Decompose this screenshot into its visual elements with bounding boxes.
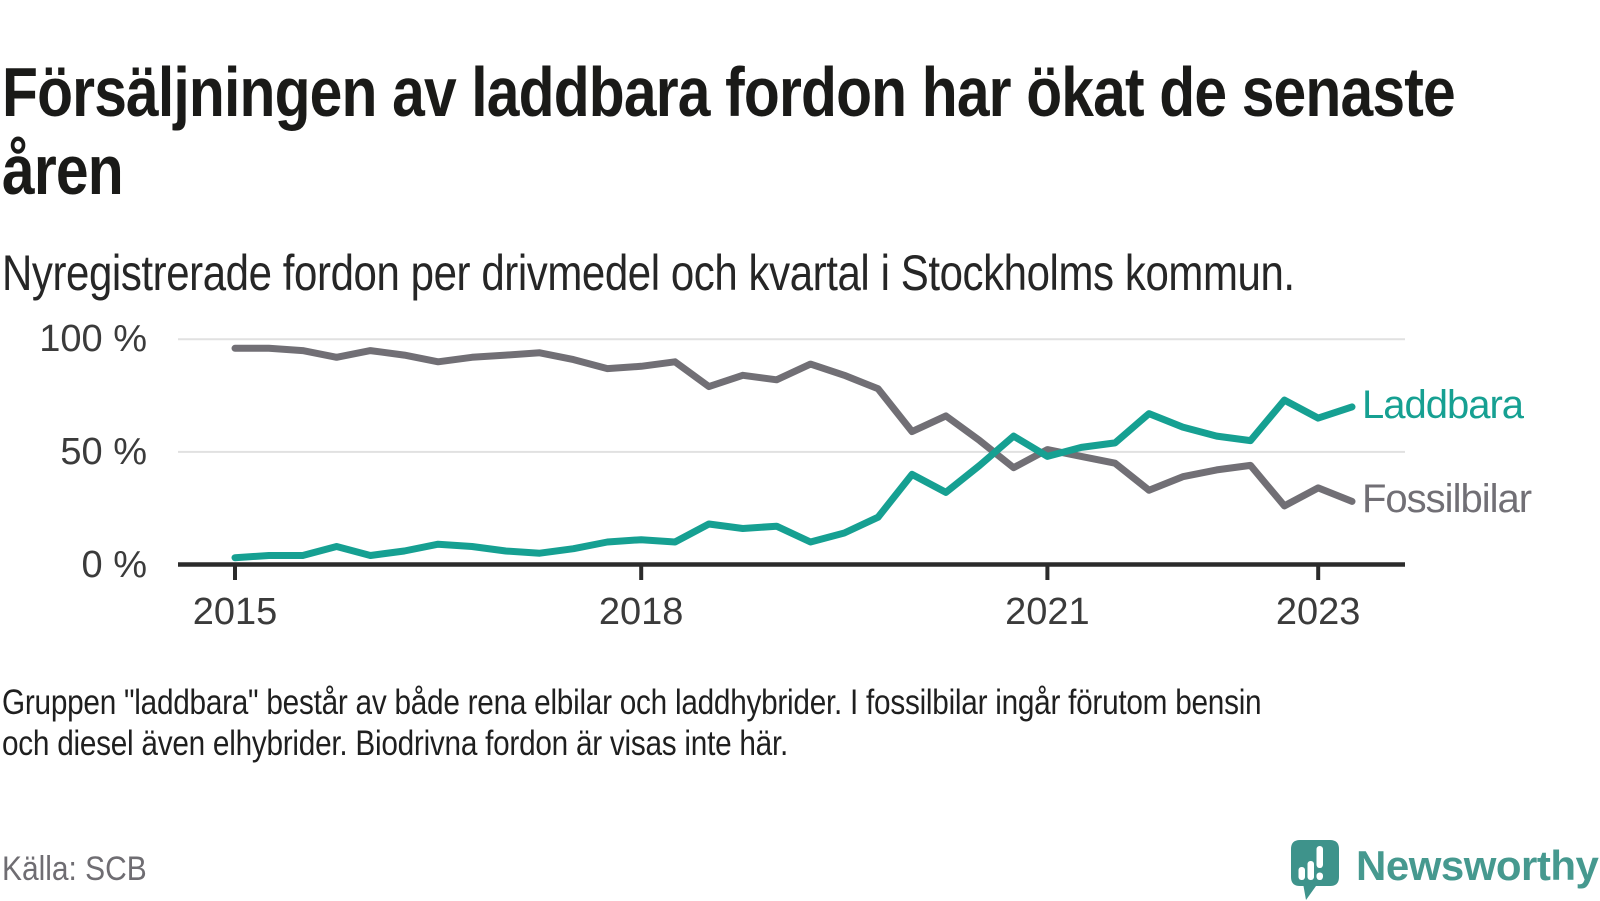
fossilbilar-line: [231, 344, 1356, 510]
laddbara-line: [231, 396, 1356, 562]
logo-bar-small: [1298, 867, 1305, 880]
logo-exclamation-dot: [1316, 872, 1323, 880]
legend-label-fossilbilar: Fossilbilar: [1362, 477, 1532, 522]
x-tick-label-2015: 2015: [192, 591, 278, 633]
x-axis-tick-marks: [233, 566, 1321, 580]
footnote-line-1: Gruppen "laddbara" består av både rena e…: [2, 683, 1262, 722]
x-tick-label-2018: 2018: [598, 591, 684, 633]
chart-footnote: Gruppen "laddbara" består av både rena e…: [2, 682, 1262, 764]
logo-bar-medium: [1307, 861, 1314, 880]
y-tick-label-0: 0 %: [81, 543, 147, 586]
speech-bubble-shape: [1291, 840, 1339, 900]
logo-exclamation-bar: [1316, 846, 1323, 868]
y-tick-label-50: 50 %: [60, 430, 147, 473]
newsworthy-logo-icon: [1291, 840, 1339, 900]
legend-label-laddbara: Laddbara: [1362, 382, 1524, 427]
source-label: Källa: SCB: [2, 850, 147, 888]
page-title: Försäljningen av laddbara fordon har öka…: [2, 52, 1456, 209]
chart-subtitle: Nyregistrerade fordon per drivmedel och …: [2, 245, 1295, 301]
y-tick-label-100: 100 %: [39, 318, 147, 361]
x-tick-label-2021: 2021: [1005, 591, 1090, 633]
newsworthy-wordmark: Newsworthy: [1356, 842, 1599, 889]
footnote-line-2: och diesel även elhybrider. Biodrivna fo…: [2, 724, 788, 763]
x-tick-label-2023: 2023: [1275, 591, 1361, 633]
